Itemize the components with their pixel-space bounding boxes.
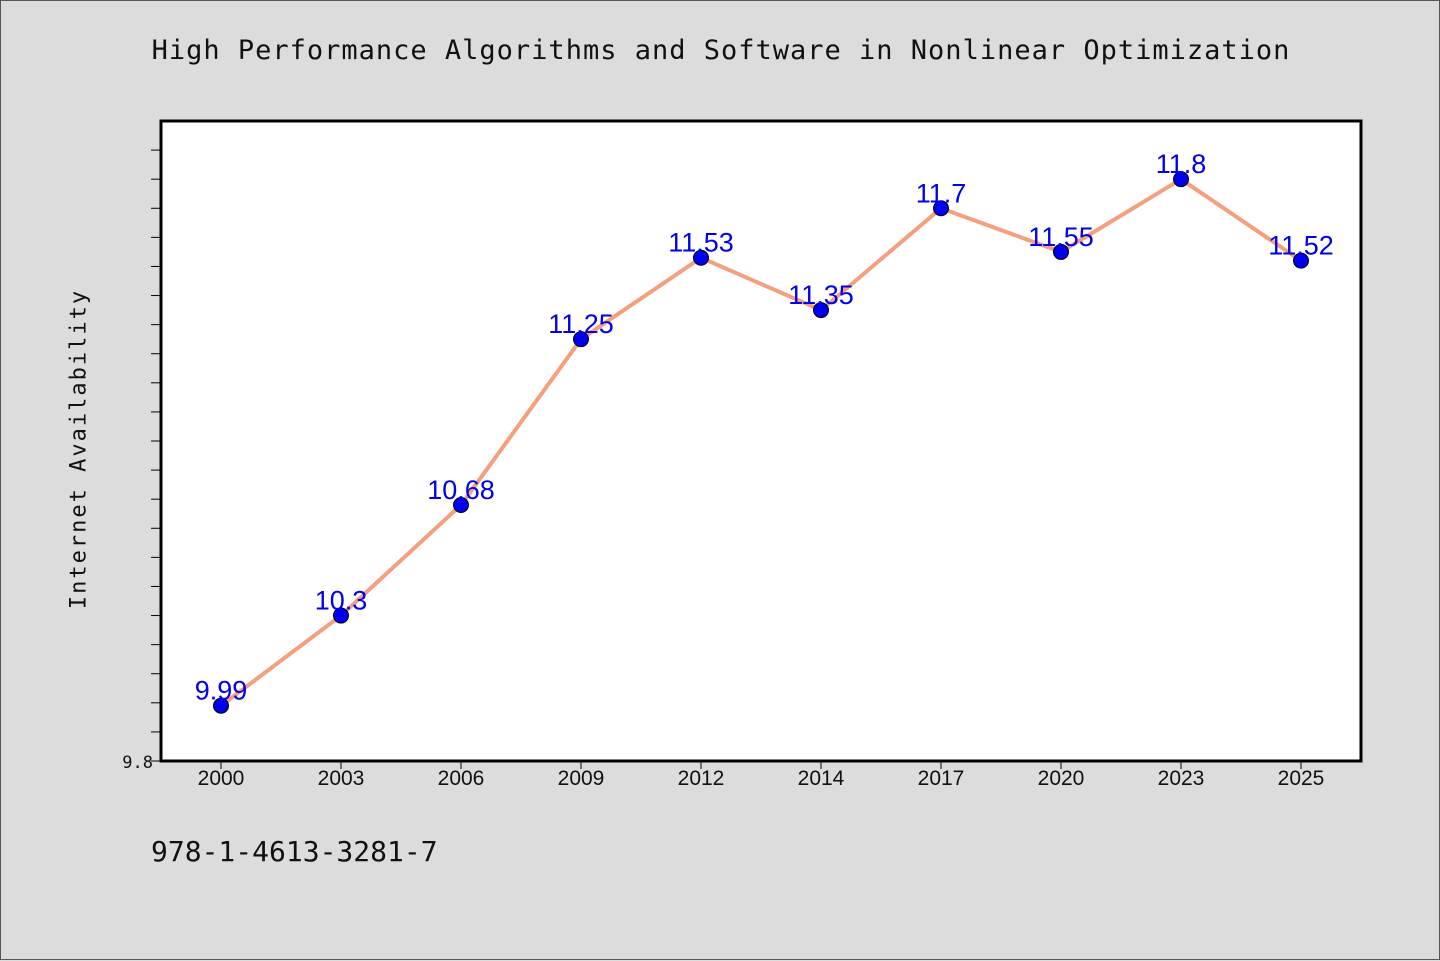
x-tick-label: 2003 xyxy=(318,767,365,790)
data-label: 11.8 xyxy=(1156,149,1207,179)
data-point xyxy=(933,200,949,217)
x-tick-label: 2009 xyxy=(558,767,605,790)
data-point xyxy=(333,607,349,624)
x-tick-label: 2025 xyxy=(1278,767,1325,790)
plot-frame xyxy=(159,119,1363,763)
data-label: 11.55 xyxy=(1028,222,1094,252)
data-point xyxy=(453,497,469,513)
data-point xyxy=(813,302,829,319)
x-tick-label: 2020 xyxy=(1038,767,1085,790)
y-tick-label: 9.8 xyxy=(122,753,153,773)
x-tick-label: 2017 xyxy=(918,767,965,790)
isbn-note: 978-1-4613-3281-7 xyxy=(151,835,438,868)
data-label: 10.3 xyxy=(315,586,368,616)
data-label: 11.7 xyxy=(916,178,967,208)
data-point xyxy=(1053,243,1069,260)
data-point xyxy=(693,249,709,266)
x-tick-label: 2014 xyxy=(798,767,845,790)
x-tick-label: 2012 xyxy=(678,767,725,790)
data-point xyxy=(1173,171,1189,188)
series-line xyxy=(219,177,1303,708)
data-label: 9.99 xyxy=(195,676,248,706)
x-tick-label: 2000 xyxy=(198,767,245,790)
data-label: 11.35 xyxy=(788,280,854,310)
x-tick-label: 2023 xyxy=(1158,767,1205,790)
chart-title: High Performance Algorithms and Software… xyxy=(151,35,1291,66)
data-label: 10.68 xyxy=(427,475,495,505)
data-label: 11.52 xyxy=(1268,231,1334,261)
data-point xyxy=(1293,252,1309,269)
data-label: 11.53 xyxy=(668,228,734,258)
data-label: 11.25 xyxy=(548,309,614,339)
x-tick-label: 2006 xyxy=(438,767,485,790)
data-point xyxy=(573,331,589,348)
data-point xyxy=(213,697,229,714)
